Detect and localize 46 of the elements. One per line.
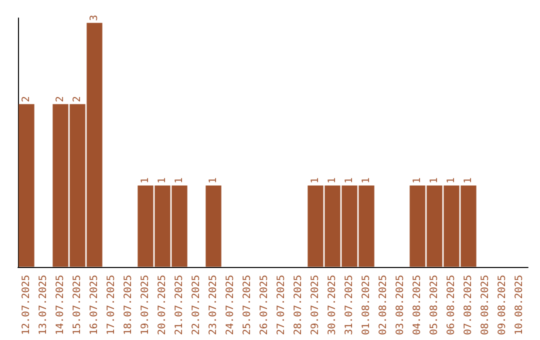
data-label: 1 <box>463 177 474 184</box>
x-tick-label: 13.07.2025 <box>38 274 49 336</box>
data-label: 2 <box>72 96 83 102</box>
x-tick-label: 29.07.2025 <box>310 274 321 336</box>
x-tick-label: 30.07.2025 <box>327 274 338 336</box>
data-label: 1 <box>327 177 338 184</box>
data-label: 2 <box>55 96 66 102</box>
x-tick-label: 14.07.2025 <box>55 274 66 336</box>
x-tick-label: 06.08.2025 <box>446 274 457 336</box>
x-tick-label: 04.08.2025 <box>412 274 423 336</box>
x-tick-label: 10.08.2025 <box>514 274 525 336</box>
x-tick-label: 25.07.2025 <box>242 274 253 336</box>
data-label: 3 <box>89 14 100 21</box>
data-label: 1 <box>157 177 168 184</box>
x-tick-label: 16.07.2025 <box>89 274 100 336</box>
x-tick-label: 31.07.2025 <box>344 274 355 336</box>
x-tick-label: 26.07.2025 <box>259 274 270 336</box>
x-tick-label: 08.08.2025 <box>480 274 491 336</box>
x-tick-label: 19.07.2025 <box>140 274 151 336</box>
x-tick-label: 17.07.2025 <box>106 274 117 336</box>
data-label: 1 <box>174 177 185 184</box>
data-label: 1 <box>361 177 372 184</box>
data-label: 1 <box>140 177 151 184</box>
x-tick-label: 09.08.2025 <box>497 274 508 336</box>
x-tick-label: 23.07.2025 <box>208 274 219 336</box>
x-tick-label: 28.07.2025 <box>293 274 304 336</box>
x-tick-label: 12.07.2025 <box>21 274 32 336</box>
data-label: 1 <box>412 177 423 184</box>
x-tick-label: 24.07.2025 <box>225 274 236 336</box>
x-tick-label: 20.07.2025 <box>157 274 168 336</box>
x-tick-label: 27.07.2025 <box>276 274 287 336</box>
x-tick-label: 18.07.2025 <box>123 274 134 336</box>
data-label: 1 <box>344 177 355 184</box>
x-tick-label: 15.07.2025 <box>72 274 83 336</box>
x-tick-label: 03.08.2025 <box>395 274 406 336</box>
data-label: 1 <box>429 177 440 184</box>
data-label: 1 <box>310 177 321 184</box>
x-tick-label: 05.08.2025 <box>429 274 440 336</box>
x-tick-label: 21.07.2025 <box>174 274 185 336</box>
data-label: 1 <box>446 177 457 184</box>
data-label: 2 <box>21 96 32 102</box>
x-tick-label: 01.08.2025 <box>361 274 372 336</box>
x-tick-label: 22.07.2025 <box>191 274 202 336</box>
x-tick-label: 07.08.2025 <box>463 274 474 336</box>
x-tick-label: 02.08.2025 <box>378 274 389 336</box>
data-label: 1 <box>208 177 219 184</box>
